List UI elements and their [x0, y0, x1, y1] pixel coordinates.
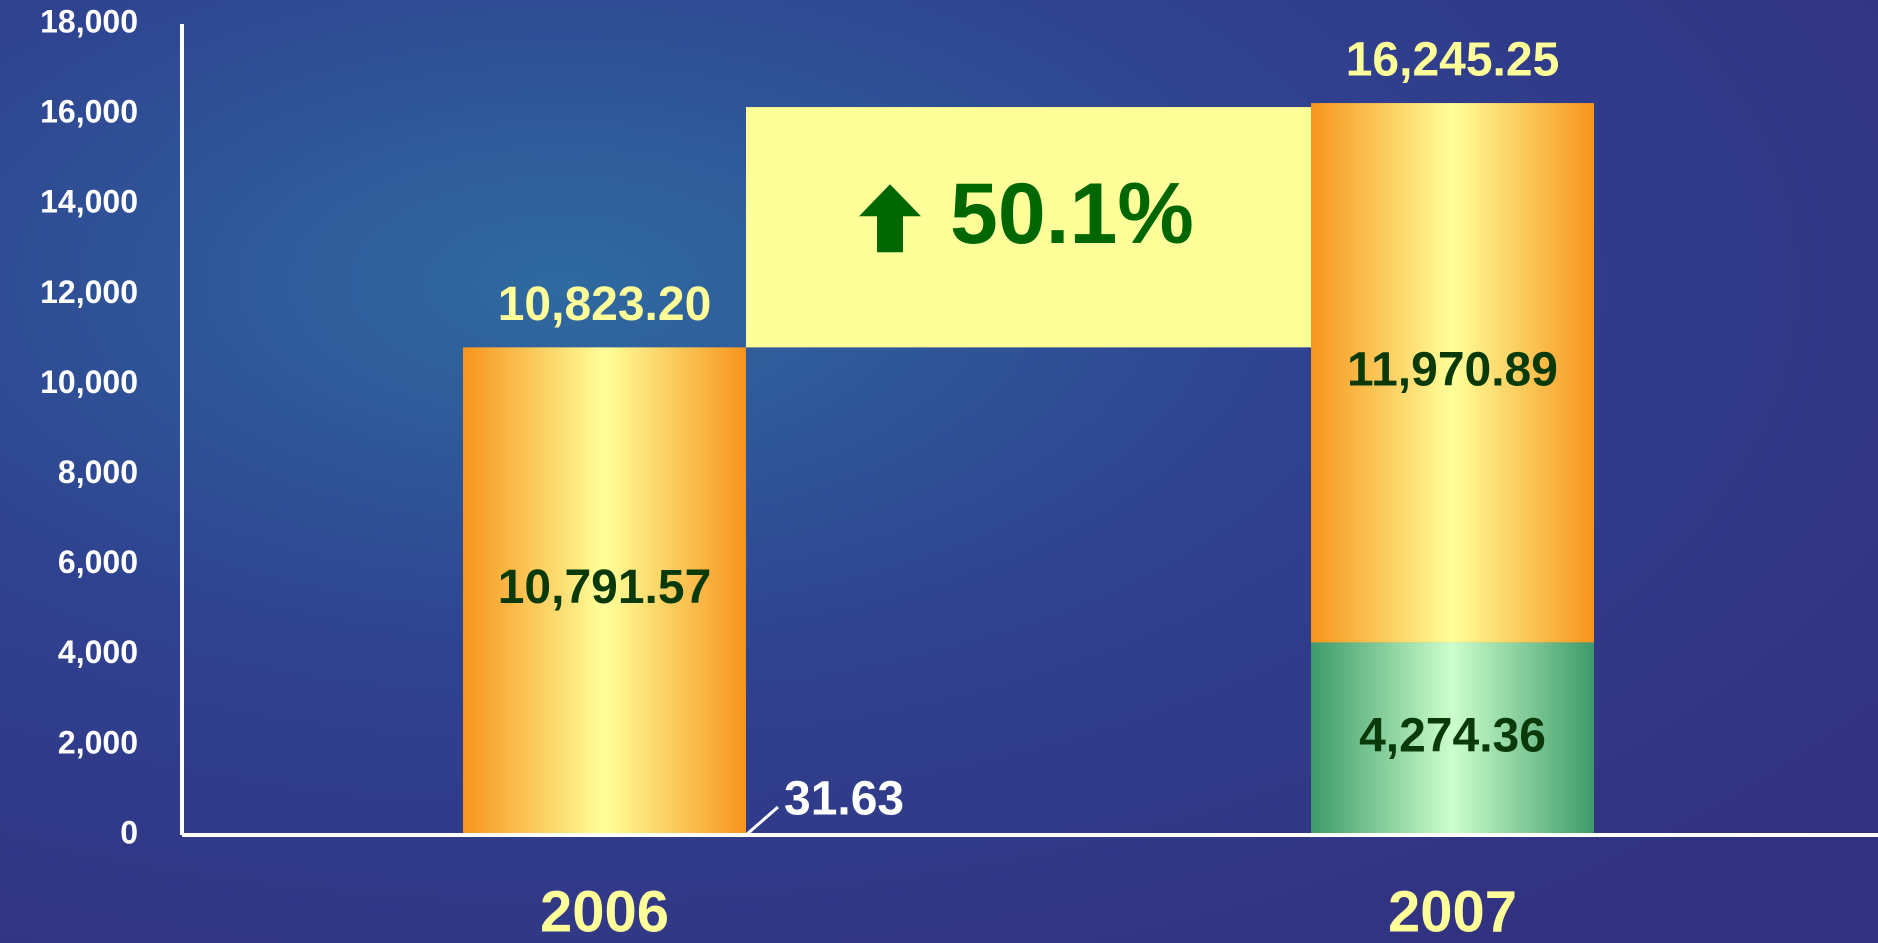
value-label: 10,791.57	[498, 561, 712, 614]
total-label: 10,823.20	[498, 278, 712, 331]
total-label: 16,245.25	[1346, 34, 1560, 87]
y-tick-label: 18,000	[40, 3, 138, 39]
value-label: 4,274.36	[1359, 709, 1546, 762]
y-tick-label: 2,000	[58, 724, 138, 760]
page: {"chart_data": { "type": "stacked-bar", …	[0, 0, 1878, 943]
value-label: 11,970.89	[1347, 343, 1558, 396]
y-tick-label: 16,000	[40, 94, 138, 130]
y-tick-label: 10,000	[40, 364, 138, 400]
y-tick-label: 4,000	[58, 634, 138, 670]
y-tick-label: 6,000	[58, 544, 138, 580]
value-label: 31.63	[784, 773, 904, 826]
y-tick-label: 14,000	[40, 184, 138, 220]
change-annotation: 50.1%	[950, 166, 1194, 262]
y-tick-label: 0	[120, 814, 138, 850]
y-tick-label: 8,000	[58, 454, 138, 490]
chart: 0 2,000 4,000 6,000 8,000 10,000 12,000 14,000 1…	[0, 0, 1878, 943]
x-tick-label: 2006	[540, 879, 669, 943]
x-tick-label: 2007	[1388, 879, 1517, 943]
y-tick-label: 12,000	[40, 274, 138, 310]
